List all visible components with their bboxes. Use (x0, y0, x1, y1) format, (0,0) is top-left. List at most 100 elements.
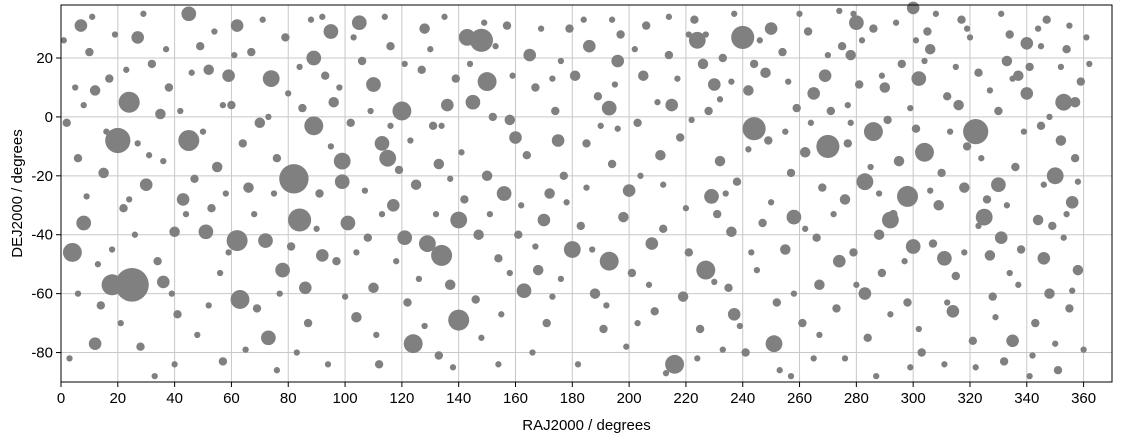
data-point (778, 47, 787, 57)
data-point (350, 34, 357, 41)
data-point (136, 342, 145, 351)
x-tick-label: 240 (730, 390, 755, 407)
data-point (222, 69, 235, 82)
data-point (741, 348, 750, 357)
data-point (111, 31, 119, 38)
data-point (962, 142, 972, 151)
data-point (74, 19, 88, 32)
data-point (708, 78, 721, 91)
data-point (582, 139, 591, 148)
data-point (847, 119, 854, 126)
x-tick-label: 320 (957, 390, 982, 407)
data-point (494, 254, 503, 263)
data-point (523, 48, 536, 62)
x-tick-label: 120 (389, 390, 414, 407)
data-point (315, 189, 324, 198)
data-point (959, 182, 970, 193)
data-point (157, 275, 170, 289)
data-point (551, 134, 565, 147)
data-point (786, 168, 796, 178)
data-point (1057, 63, 1065, 71)
data-point (247, 47, 256, 57)
y-axis-label: DEJ2000 / degrees (9, 129, 26, 257)
data-point (597, 122, 604, 129)
data-point (147, 59, 157, 69)
data-point (351, 15, 367, 31)
data-point (858, 37, 866, 44)
data-point (946, 128, 954, 135)
data-point (879, 82, 891, 93)
data-point (830, 210, 837, 218)
y-tick-label: -80 (31, 345, 53, 362)
data-point (448, 309, 470, 331)
data-point (160, 157, 167, 165)
data-point (341, 293, 349, 300)
data-point (887, 311, 894, 318)
data-point (419, 235, 436, 253)
data-point (968, 336, 977, 345)
data-point (837, 42, 847, 51)
data-point (984, 250, 996, 261)
data-point (845, 49, 856, 61)
data-point (953, 99, 964, 111)
data-point (373, 331, 380, 339)
data-point (903, 298, 912, 307)
data-point (1062, 45, 1071, 54)
data-point (387, 122, 394, 129)
data-point (974, 68, 983, 77)
data-point (753, 266, 761, 274)
data-point (262, 70, 280, 87)
data-point (105, 74, 114, 83)
data-point (421, 322, 428, 330)
data-point (230, 19, 244, 32)
data-point (660, 181, 667, 188)
data-point (381, 13, 388, 20)
x-tick-label: 140 (446, 390, 471, 407)
data-point (1048, 221, 1057, 231)
x-tick-label: 80 (280, 390, 297, 407)
data-point (912, 37, 920, 44)
data-point (569, 70, 581, 81)
data-point (688, 31, 706, 49)
data-point (776, 367, 783, 374)
data-point (654, 99, 661, 106)
data-point (466, 60, 474, 68)
data-point (509, 72, 516, 79)
data-point (1005, 30, 1014, 39)
data-point (258, 233, 273, 248)
data-point (496, 186, 512, 201)
data-point (1070, 154, 1080, 163)
data-point (432, 210, 440, 218)
data-point (921, 57, 928, 65)
data-point (1040, 181, 1047, 188)
data-point (394, 165, 404, 175)
data-point (818, 69, 832, 82)
data-point (145, 152, 153, 159)
data-point (645, 237, 659, 250)
data-point (732, 177, 742, 186)
data-point (117, 319, 124, 327)
x-tick-label: 340 (1014, 390, 1039, 407)
data-point (623, 343, 630, 350)
data-point (1060, 234, 1067, 241)
data-point (611, 54, 624, 68)
data-point (1037, 251, 1051, 265)
data-point (867, 163, 874, 171)
data-point (1011, 162, 1020, 172)
data-point (403, 334, 423, 354)
data-point (991, 177, 1006, 193)
data-point (853, 281, 860, 288)
data-point (1053, 366, 1063, 375)
data-point (115, 268, 149, 302)
data-point (303, 318, 313, 328)
data-point (379, 149, 397, 167)
data-point (304, 116, 324, 136)
data-point (80, 101, 87, 109)
data-point (351, 311, 362, 323)
data-point (410, 179, 422, 190)
data-point (96, 301, 106, 310)
data-point (73, 154, 83, 163)
data-point (760, 67, 771, 78)
data-point (516, 283, 532, 299)
data-point (782, 128, 789, 135)
